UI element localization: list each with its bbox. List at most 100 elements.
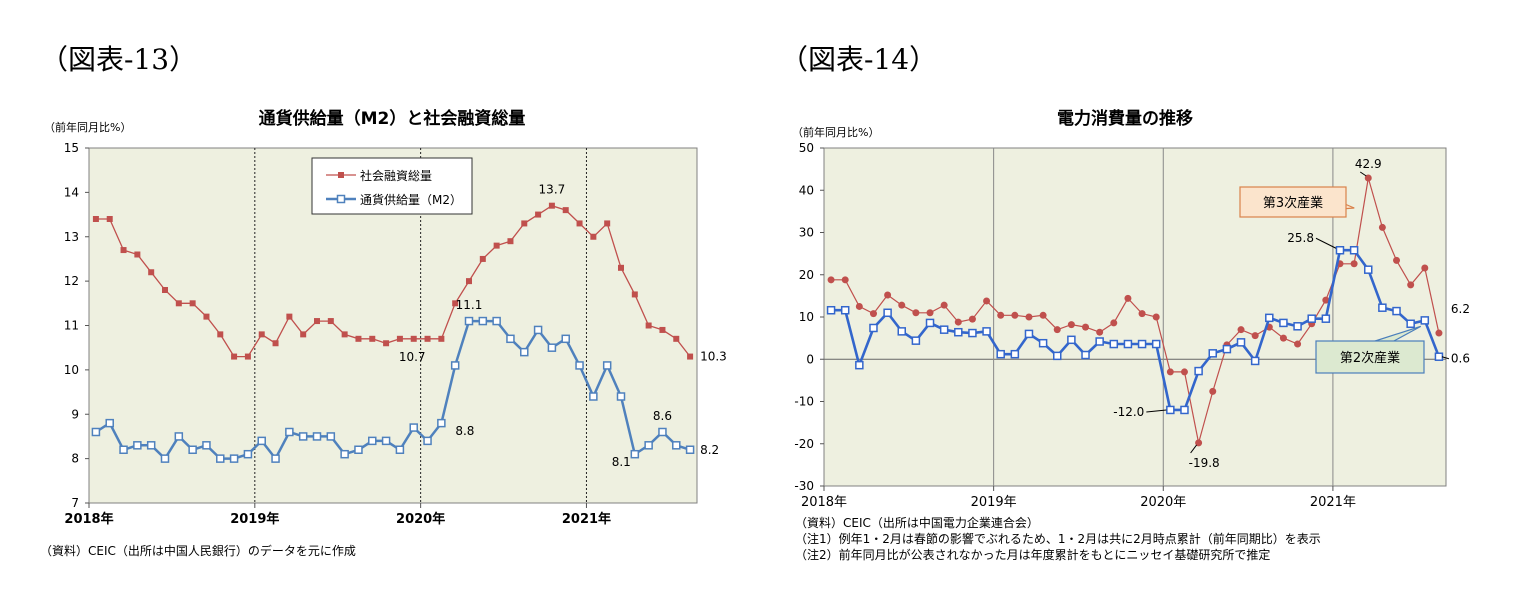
chart2-series-1-point — [897, 327, 906, 336]
chart2-series-0-point — [940, 301, 948, 309]
chart1-series-0-point — [493, 242, 500, 249]
chart2-series-1-point — [826, 305, 836, 315]
chart1-series-0-point — [562, 207, 569, 214]
chart1-series-0-point — [687, 353, 694, 360]
chart1-ytick-label: 7 — [71, 496, 79, 510]
chart2-series-0-point — [1322, 296, 1330, 304]
chart2-series-1-point — [855, 360, 864, 370]
chart1-data-label: 10.3 — [700, 350, 727, 364]
chart1-series-1-point — [644, 441, 653, 450]
chart1-data-label: 13.7 — [539, 183, 566, 197]
chart1-series-0-point — [645, 322, 652, 329]
chart2-series-1-point — [1307, 314, 1316, 323]
chart2-series-0-point — [1279, 334, 1287, 342]
chart2-ytick-label: 50 — [799, 141, 814, 155]
chart1-series-1-point — [506, 334, 515, 344]
chart1-series-0-point — [466, 278, 472, 285]
chart2-series-1-point — [1364, 265, 1373, 274]
chart1-series-0-point — [618, 264, 624, 271]
chart2-callout-1 — [1315, 340, 1425, 374]
chart1-series-1-point — [437, 418, 446, 428]
chart2-series-1-point — [1180, 405, 1189, 415]
chart2-series-0-point — [1039, 311, 1047, 319]
chart1-ytick-label: 10 — [64, 363, 79, 377]
chart1-series-1-point — [354, 445, 363, 454]
chart2-ytick-label: -20 — [794, 437, 814, 451]
chart1-ylabel: （前年同月比%） — [44, 120, 131, 134]
chart1-series-1-point — [464, 316, 474, 326]
chart1-series-1-point — [271, 454, 280, 463]
chart1-series-1-point — [381, 436, 391, 446]
chart1-series-1-point — [492, 316, 501, 326]
chart2-series-0-point — [1110, 319, 1118, 327]
chart1-xtick-label: 2019年 — [230, 511, 279, 527]
chart2-series-0-point — [1025, 313, 1033, 321]
chart2-series-1-point — [1222, 344, 1232, 354]
chart1-legend-label-1: 通貨供給量（M2） — [360, 192, 462, 207]
chart2-series-1-point — [1265, 313, 1274, 323]
chart2-source-note-2: （注1）例年1・2月は春節の影響でぶれるため、1・2月は共に2月時点累計（前年同… — [795, 532, 1321, 546]
chart2-series-0-point — [1407, 281, 1415, 289]
chart2-xtick-label: 2018年 — [801, 495, 847, 510]
chart2-ytick-label: -10 — [794, 395, 814, 409]
chart2-series-0-point — [954, 318, 962, 326]
chart1-series-0-point — [341, 331, 348, 338]
chart2-series-0-point — [1209, 387, 1217, 395]
chart1-series-0-point — [286, 313, 293, 320]
chart2-series-1-point — [925, 318, 935, 328]
chart2-leader — [1315, 237, 1337, 249]
chart2-series-1-point — [840, 305, 850, 315]
chart1-series-1-point — [285, 427, 294, 437]
chart1-series-0-point — [673, 335, 680, 342]
chart1-series-0-point — [438, 335, 445, 342]
chart2-ytick-label: 10 — [799, 310, 814, 324]
chart2-series-0-point — [1152, 313, 1160, 321]
chart2-series-0-point — [968, 315, 976, 323]
chart2-ylabel: （前年同月比%） — [792, 125, 879, 139]
chart2-series-1-point — [996, 349, 1005, 359]
chart2-ytick-label: -30 — [794, 479, 814, 493]
chart2-series-0-point — [1435, 329, 1443, 337]
chart1-series-1-point — [298, 432, 308, 441]
chart2-series-1-point — [1081, 350, 1090, 360]
chart1-series-1-point — [105, 418, 114, 428]
chart1-ytick-label: 9 — [71, 407, 79, 421]
chart1-data-label: 8.6 — [653, 409, 672, 423]
chart2-series-0-point — [1251, 332, 1259, 340]
chart2-series-0-point — [1096, 328, 1104, 336]
chart2-ytick-label: 30 — [799, 226, 814, 240]
chart2-data-label: 0.6 — [1451, 352, 1470, 366]
chart1-ytick-label: 14 — [64, 185, 79, 199]
chart2-plot-area — [823, 147, 1447, 487]
chart2-callout-0 — [1239, 186, 1347, 218]
chart2-ytick-label: 0 — [806, 352, 814, 366]
chart1-series-0-point — [507, 238, 514, 245]
chart1-series-0-point — [92, 216, 99, 222]
chart1-series-0-point — [134, 251, 141, 258]
chart1-series-0-point — [535, 211, 542, 218]
chart2-callout-label-0: 第3次産業 — [1263, 195, 1323, 211]
chart1-xtick-label: 2018年 — [64, 511, 113, 527]
chart2-series-0-point — [1294, 340, 1302, 348]
chart1-series-1-point — [188, 445, 197, 454]
chart1-series-0-point — [521, 220, 528, 227]
chart1-series-1-point — [340, 449, 349, 459]
chart1-series-1-point — [409, 423, 418, 432]
chart1-series-1-point — [160, 454, 170, 463]
chart1-series-1-point — [520, 347, 529, 357]
chart1-data-label: 8.8 — [455, 424, 474, 438]
chart2-leader — [1190, 444, 1198, 454]
chart1-series-0-point — [452, 300, 459, 307]
chart1-series-1-point — [368, 436, 377, 446]
chart2-series-1-point — [1250, 356, 1260, 366]
chart2-series-0-point — [827, 276, 835, 284]
chart1-series-0-point — [396, 335, 403, 342]
chart2-series-1-point — [1010, 349, 1020, 359]
chart1-series-0-point — [369, 335, 376, 342]
chart1-series-0-point — [272, 340, 279, 347]
figure-13-label: （図表-13） — [40, 43, 198, 76]
chart1-series-1-point — [616, 392, 626, 401]
chart1-series-0-point — [217, 331, 224, 338]
chart2-series-1-point — [1293, 322, 1302, 331]
chart2-series-0-point — [912, 309, 920, 317]
